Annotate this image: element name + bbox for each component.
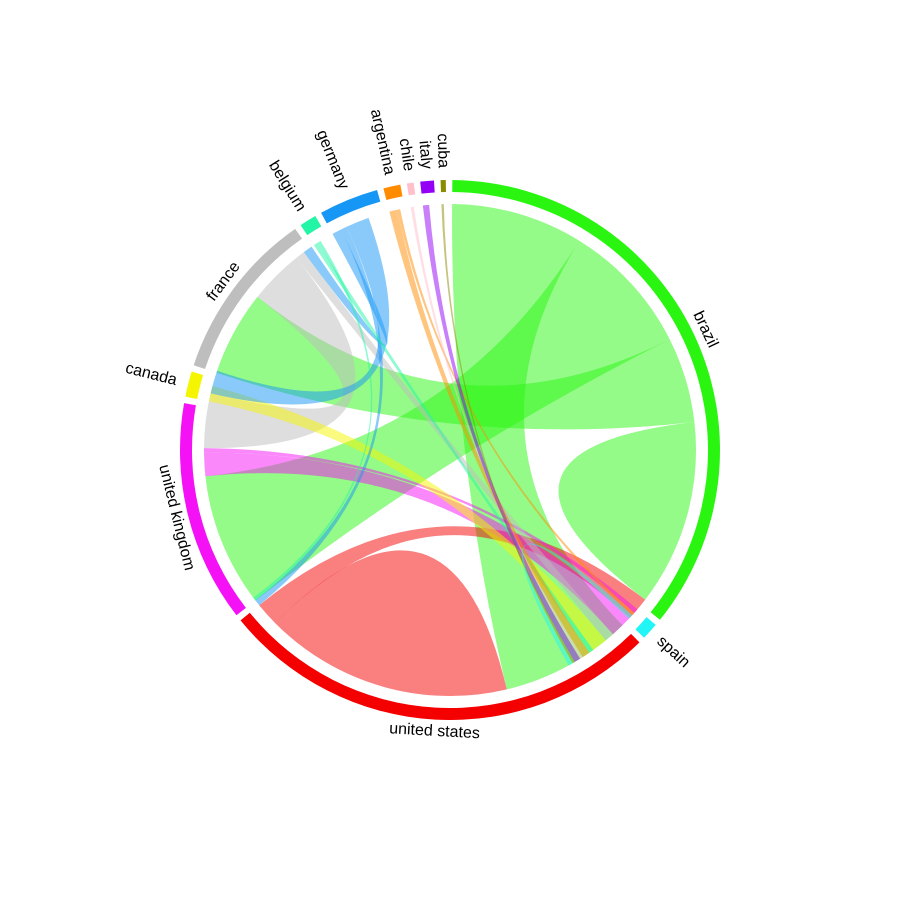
links-layer bbox=[204, 204, 696, 696]
sector-canada bbox=[185, 371, 204, 400]
link-germany-to-united-kingdom bbox=[210, 217, 390, 405]
link-united-states-to-united-states bbox=[274, 550, 507, 696]
sector-label-germany: germany bbox=[313, 128, 352, 192]
sector-italy bbox=[420, 180, 435, 194]
sector-spain bbox=[635, 617, 656, 638]
sector-france bbox=[193, 228, 303, 369]
sector-cuba bbox=[440, 180, 446, 193]
sector-germany bbox=[321, 190, 381, 224]
sector-belgium bbox=[300, 215, 322, 236]
link-brazil-to-united-states bbox=[452, 204, 623, 690]
link-belgium-to-brazil bbox=[313, 242, 594, 653]
sector-chile bbox=[406, 182, 416, 196]
sector-label-belgium: belgium bbox=[265, 158, 309, 215]
link-united-kingdom-to-brazil bbox=[204, 452, 630, 635]
sector-label-cuba: cuba bbox=[434, 133, 452, 168]
sector-label-united-states: united states bbox=[389, 720, 481, 742]
sector-argentina bbox=[383, 184, 403, 200]
link-france-to-brazil bbox=[296, 252, 613, 641]
sector-label-chile: chile bbox=[395, 137, 417, 172]
sector-label-italy: italy bbox=[415, 140, 434, 170]
sector-label-canada: canada bbox=[124, 360, 179, 389]
sector-united-kingdom bbox=[180, 403, 246, 616]
sector-brazil bbox=[452, 180, 720, 620]
sector-label-spain: spain bbox=[653, 633, 693, 671]
link-germany-to-france bbox=[303, 229, 388, 346]
sector-label-argentina: argentina bbox=[367, 108, 398, 177]
sector-united-states bbox=[240, 612, 640, 721]
link-brazil-to-brazil bbox=[558, 421, 696, 600]
sectors-layer bbox=[180, 180, 720, 721]
